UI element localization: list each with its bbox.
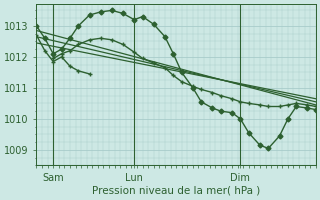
X-axis label: Pression niveau de la mer( hPa ): Pression niveau de la mer( hPa ) xyxy=(92,186,260,196)
